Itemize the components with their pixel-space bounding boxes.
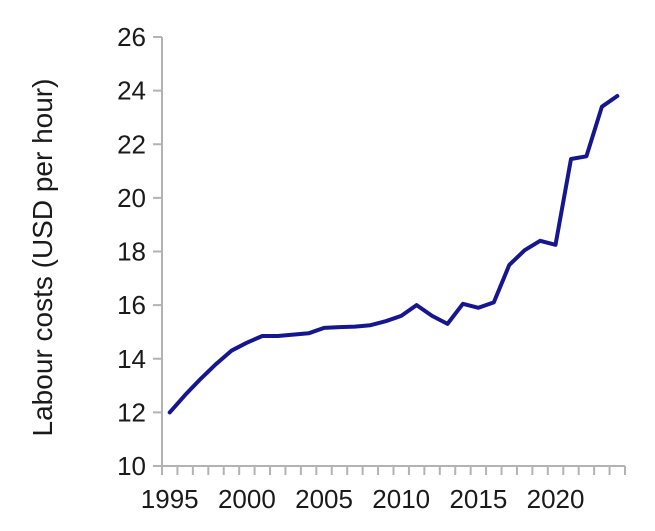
y-tick-label: 22 — [117, 129, 146, 159]
y-tick-label: 24 — [117, 76, 146, 106]
labour-costs-series-line — [167, 94, 620, 415]
x-tick-label: 2020 — [527, 484, 585, 514]
y-tick-label: 16 — [117, 290, 146, 320]
x-tick-label: 1995 — [141, 484, 199, 514]
y-tick-label: 18 — [117, 237, 146, 267]
y-tick-label: 10 — [117, 451, 146, 481]
x-tick-label: 2000 — [218, 484, 276, 514]
y-tick-label: 20 — [117, 183, 146, 213]
y-axis-title: Labour costs (USD per hour) — [27, 79, 58, 437]
x-tick-label: 2010 — [372, 484, 430, 514]
y-tick-label: 26 — [117, 22, 146, 52]
y-tick-label: 12 — [117, 397, 146, 427]
x-tick-label: 2015 — [449, 484, 507, 514]
x-tick-label: 2005 — [295, 484, 353, 514]
y-tick-label: 14 — [117, 344, 146, 374]
